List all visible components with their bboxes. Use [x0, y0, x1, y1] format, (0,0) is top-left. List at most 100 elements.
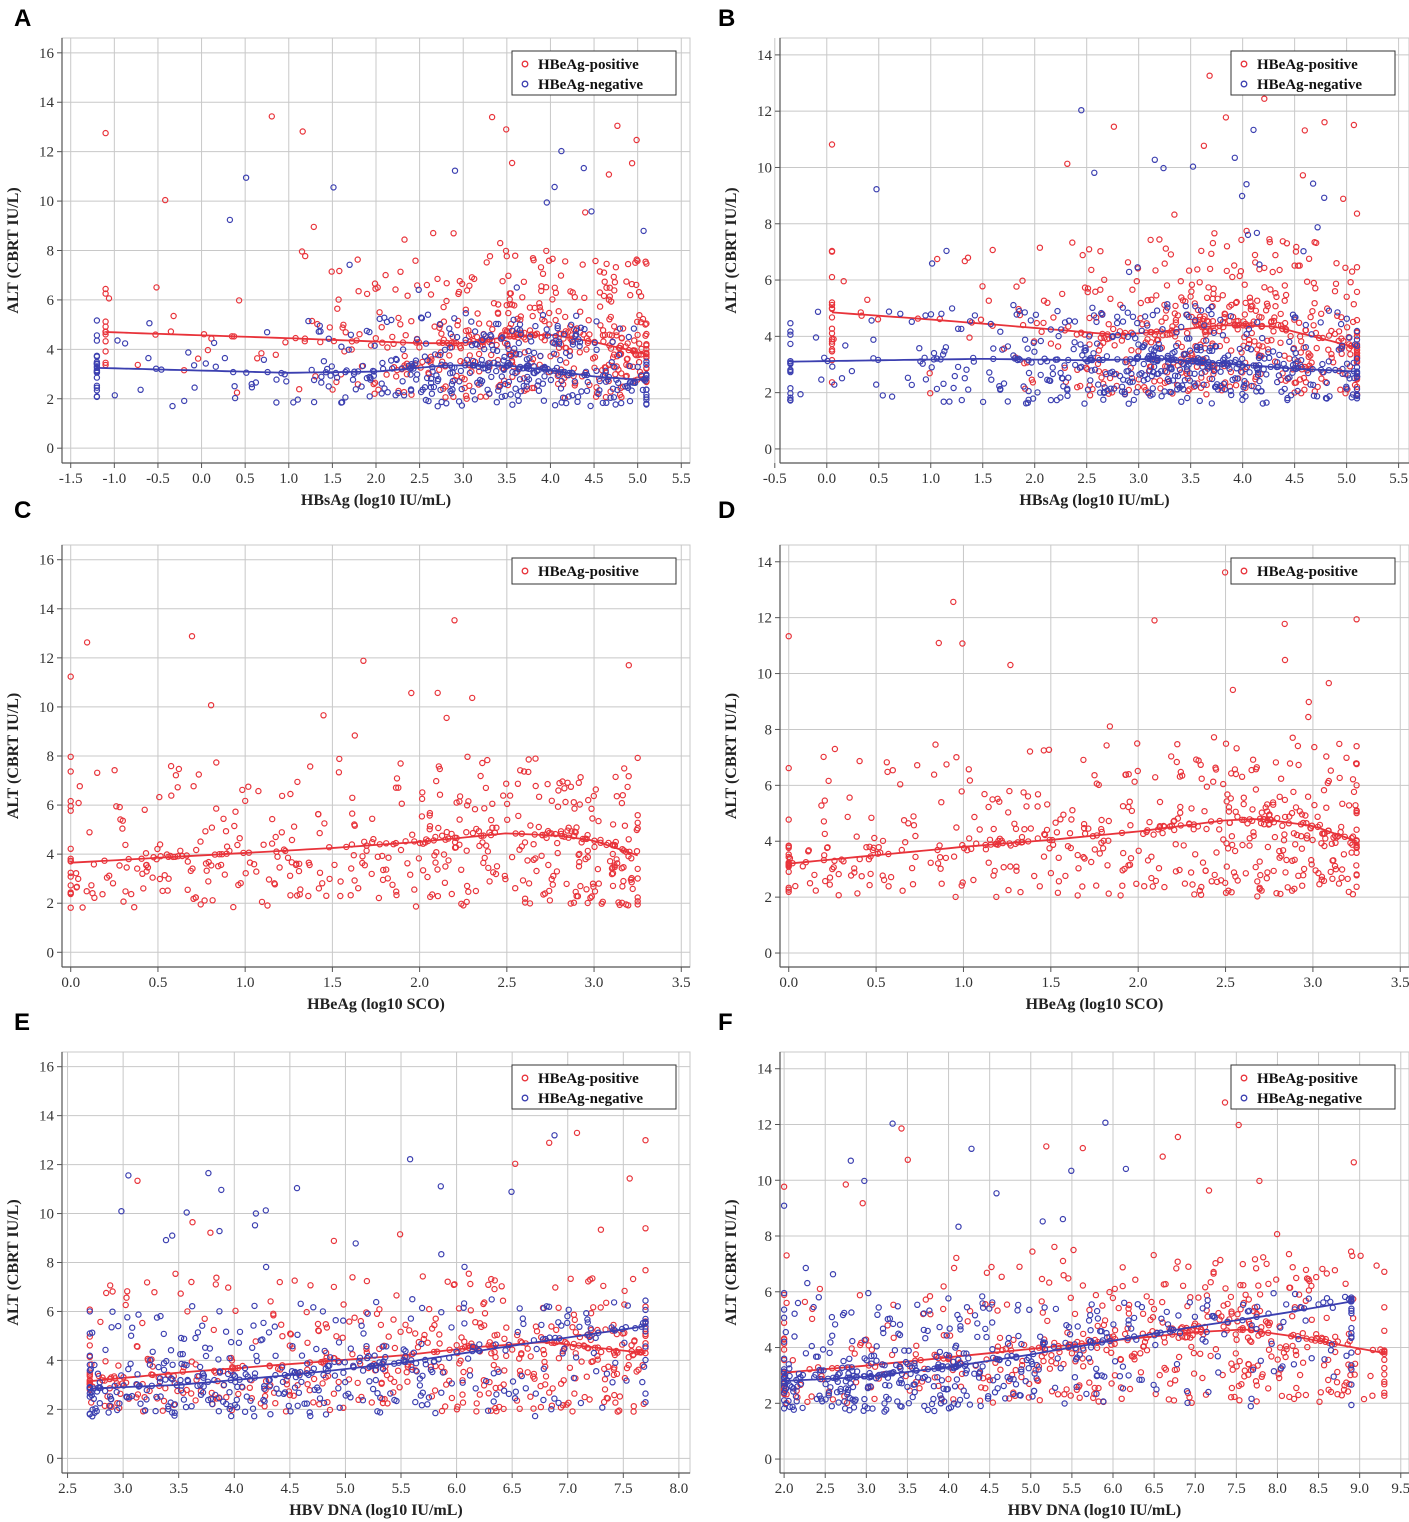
data-point	[512, 252, 519, 259]
data-point	[375, 386, 382, 393]
x-tick-label: 0.0	[192, 471, 211, 487]
data-point	[493, 399, 500, 406]
data-point	[425, 397, 432, 405]
data-point	[354, 256, 361, 263]
x-tick-label: 4.0	[1233, 471, 1252, 487]
data-point	[221, 354, 229, 362]
data-point	[477, 393, 484, 400]
data-point	[235, 297, 243, 304]
data-point	[609, 338, 616, 345]
data-point	[643, 358, 650, 365]
data-point	[473, 341, 481, 348]
y-tick-label: 2	[47, 1402, 55, 1418]
data-point	[462, 327, 470, 335]
x-tick-label: 5.5	[672, 471, 691, 487]
data-point	[626, 362, 634, 370]
data-point	[457, 357, 464, 365]
data-point	[408, 361, 415, 368]
data-point	[424, 311, 432, 318]
data-point	[347, 331, 355, 338]
data-point	[572, 331, 580, 338]
data-point	[404, 292, 411, 299]
panel-e: E2.5 3.0 3.5 4.0 4.5 5.0 5.5 6.0 6.5 7.0 7.5 8.0024…	[5, 1009, 691, 1519]
data-point	[302, 252, 309, 260]
data-point	[378, 380, 385, 387]
x-tick-label: 9.0	[1350, 1481, 1369, 1497]
data-point	[596, 377, 603, 385]
data-point	[633, 136, 640, 144]
data-point	[631, 337, 638, 344]
data-point	[413, 336, 421, 343]
data-point	[512, 385, 519, 392]
y-tick-label: 12	[39, 145, 54, 161]
data-point	[453, 333, 461, 341]
data-point	[475, 320, 483, 327]
data-point	[577, 308, 584, 315]
data-point	[544, 332, 552, 339]
data-point	[1328, 350, 1335, 358]
y-tick-label: 12	[39, 651, 54, 667]
data-point	[529, 384, 536, 392]
data-point	[523, 356, 531, 363]
data-point	[338, 399, 345, 406]
data-point	[310, 223, 317, 231]
data-point	[378, 390, 385, 397]
x-tick-label: 7.0	[558, 1481, 577, 1497]
data-point	[260, 356, 268, 363]
data-point	[643, 330, 650, 338]
data-point	[600, 292, 608, 300]
data-point	[453, 372, 460, 380]
y-tick-label: 2	[47, 392, 55, 408]
data-point	[254, 355, 261, 362]
data-point	[517, 331, 524, 338]
data-point	[555, 308, 562, 315]
data-point	[500, 357, 507, 364]
data-point	[519, 294, 526, 301]
data-point	[618, 394, 625, 401]
y-tick-label: 12	[757, 1117, 772, 1133]
data-point	[402, 332, 409, 339]
data-point	[495, 320, 502, 328]
x-axis-label: HBsAg (log10 IU/mL)	[301, 492, 451, 509]
y-tick-label: 14	[757, 48, 773, 64]
data-point	[506, 296, 513, 303]
data-point	[516, 351, 523, 358]
data-point	[1321, 118, 1328, 126]
data-point	[449, 386, 456, 393]
data-point	[263, 329, 271, 336]
data-point	[517, 313, 525, 320]
data-point	[308, 317, 316, 325]
y-axis-label: ALT (CBRT IU/L)	[723, 693, 740, 819]
data-point	[417, 314, 425, 321]
data-point	[543, 247, 550, 255]
data-point	[1110, 123, 1118, 130]
x-tick-label: 5.0	[1021, 1481, 1040, 1497]
data-point	[593, 318, 600, 325]
x-tick-label: -0.5	[146, 471, 170, 487]
y-tick-label: 6	[47, 1304, 55, 1320]
data-point	[1253, 297, 1261, 304]
data-point	[1230, 262, 1238, 269]
y-tick-label: 12	[757, 104, 772, 120]
x-tick-label: 0.0	[817, 471, 836, 487]
data-point	[1261, 95, 1268, 102]
y-tick-label: 4	[47, 847, 55, 863]
data-point	[609, 362, 617, 370]
legend: HBeAg-positive	[511, 557, 677, 585]
data-point	[611, 279, 619, 286]
data-point	[582, 368, 590, 375]
y-tick-label: 2	[765, 1396, 773, 1412]
data-point	[565, 393, 572, 400]
data-point	[170, 312, 177, 320]
data-point	[601, 278, 608, 285]
legend-entry: HBeAg-positive	[1257, 57, 1358, 73]
data-point	[618, 399, 625, 407]
data-point	[642, 258, 649, 265]
data-point	[599, 332, 607, 339]
data-point	[333, 378, 340, 386]
data-point	[643, 341, 650, 348]
data-point	[114, 337, 121, 344]
data-point	[636, 312, 643, 319]
data-point	[336, 267, 343, 275]
legend-entry: HBeAg-negative	[538, 77, 643, 93]
